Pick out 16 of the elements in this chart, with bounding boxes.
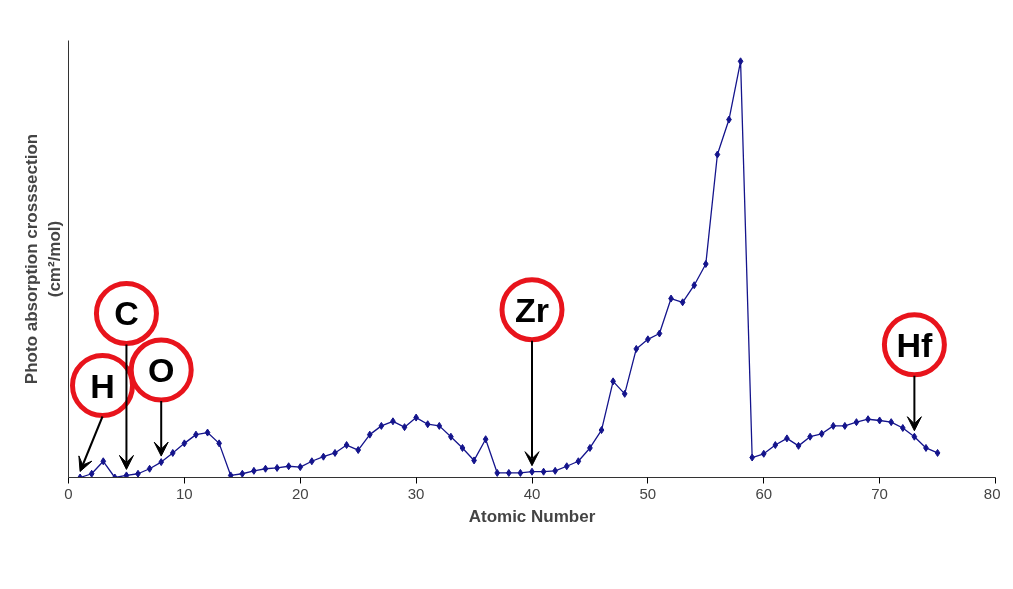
x-tick-label: 30 [407,484,425,502]
x-tick-label: 10 [176,484,193,502]
annotation: C [114,294,139,333]
x-tick-label: 0 [64,484,73,502]
x-tick-label: 70 [871,484,888,502]
x-tick-label: 80 [983,484,1001,502]
x-tick-label: 20 [291,484,309,502]
annotation: H [90,366,115,405]
x-tick-label: 60 [755,484,773,502]
y-axis-title: Photo absorption crosssection (cm²/mol) [21,133,64,385]
x-tick-label: 50 [639,484,657,502]
x-tick-label: 40 [523,484,541,502]
x-axis-title: Atomic Number [468,506,596,526]
annotation: Zr [515,290,549,329]
annotation: O [147,351,175,390]
annotation: Hf [896,325,933,364]
